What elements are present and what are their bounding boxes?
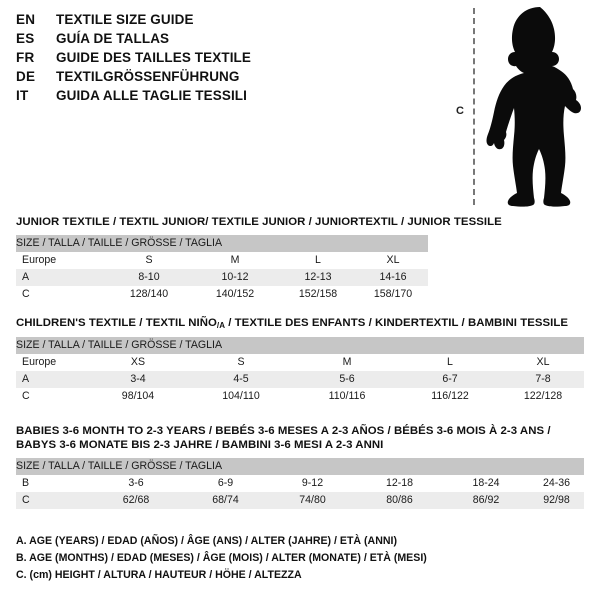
cell-value: 86/92: [443, 492, 529, 509]
cell-value: L: [398, 354, 502, 371]
cell-value: 7-8: [502, 371, 585, 388]
table-row: C 128/140 140/152 152/158 158/170: [16, 286, 429, 303]
legend-block: A. AGE (YEARS) / EDAD (AÑOS) / ÂGE (ANS)…: [16, 533, 576, 584]
table-row: C 98/104 104/110 110/116 116/122 122/128: [16, 388, 585, 405]
row-label: A: [16, 371, 90, 388]
legend-line-a: A. AGE (YEARS) / EDAD (AÑOS) / ÂGE (ANS)…: [16, 535, 397, 547]
section-title-childrens: CHILDREN'S TEXTILE / TEXTIL NIÑO/A / TEX…: [16, 316, 584, 331]
table-band-row: SIZE / TALLA / TAILLE / GRÖSSE / TAGLIA: [16, 235, 429, 252]
language-title: GUÍA DE TALLAS: [56, 31, 170, 46]
language-row: ES GUÍA DE TALLAS: [16, 31, 436, 50]
babies-size-table: SIZE / TALLA / TAILLE / GRÖSSE / TAGLIA …: [16, 458, 585, 509]
cell-value: 9-12: [269, 475, 356, 492]
cell-value: 74/80: [269, 492, 356, 509]
language-code: IT: [16, 88, 29, 103]
section-title-junior: JUNIOR TEXTILE / TEXTIL JUNIOR/ TEXTILE …: [16, 216, 502, 228]
cell-value: 14-16: [358, 269, 429, 286]
cell-value: 110/116: [296, 388, 398, 405]
section-title-babies-line2: BABYS 3-6 MONATE BIS 2-3 JAHRE / BAMBINI…: [16, 439, 384, 451]
cell-value: 98/104: [90, 388, 186, 405]
language-title: GUIDA ALLE TAGLIE TESSILI: [56, 88, 247, 103]
legend-line-b: B. AGE (MONTHS) / EDAD (MESES) / ÂGE (MO…: [16, 552, 427, 564]
cell-value: 104/110: [186, 388, 296, 405]
cell-value: 128/140: [106, 286, 192, 303]
cell-value: XL: [502, 354, 585, 371]
cell-value: 4-5: [186, 371, 296, 388]
cell-value: 18-24: [443, 475, 529, 492]
childrens-size-table: SIZE / TALLA / TAILLE / GRÖSSE / TAGLIA …: [16, 337, 585, 405]
table-band-row: SIZE / TALLA / TAILLE / GRÖSSE / TAGLIA: [16, 458, 585, 475]
cell-value: M: [296, 354, 398, 371]
height-dashed-line-icon: [473, 8, 475, 205]
table-band-label: SIZE / TALLA / TAILLE / GRÖSSE / TAGLIA: [16, 235, 429, 252]
cell-value: 12-13: [278, 269, 358, 286]
language-row: DE TEXTILGRÖSSENFÜHRUNG: [16, 69, 436, 88]
cell-value: L: [278, 252, 358, 269]
language-code: FR: [16, 50, 35, 65]
toddler-silhouette-icon: [485, 5, 595, 210]
cell-value: 152/158: [278, 286, 358, 303]
row-label: C: [16, 492, 90, 509]
language-title-block: EN TEXTILE SIZE GUIDE ES GUÍA DE TALLAS …: [16, 12, 436, 107]
cell-value: 158/170: [358, 286, 429, 303]
table-row: C 62/68 68/74 74/80 80/86 86/92 92/98: [16, 492, 585, 509]
cell-value: 6-9: [182, 475, 269, 492]
section-junior-textile: JUNIOR TEXTILE / TEXTIL JUNIOR/ TEXTILE …: [16, 215, 502, 303]
language-code: DE: [16, 69, 36, 84]
table-row: A 3-4 4-5 5-6 6-7 7-8: [16, 371, 585, 388]
table-band-label: SIZE / TALLA / TAILLE / GRÖSSE / TAGLIA: [16, 337, 585, 354]
height-figure: C: [440, 0, 600, 215]
table-band-row: SIZE / TALLA / TAILLE / GRÖSSE / TAGLIA: [16, 337, 585, 354]
row-label: C: [16, 286, 106, 303]
cell-value: 3-6: [90, 475, 182, 492]
language-row: IT GUIDA ALLE TAGLIE TESSILI: [16, 88, 436, 107]
language-title: TEXTILE SIZE GUIDE: [56, 12, 194, 27]
legend-line-c: C. (cm) HEIGHT / ALTURA / HAUTEUR / HÖHE…: [16, 569, 302, 581]
language-title: GUIDE DES TAILLES TEXTILE: [56, 50, 252, 65]
cell-value: 6-7: [398, 371, 502, 388]
section-babies-textile: BABIES 3-6 MONTH TO 2-3 YEARS / BEBÉS 3-…: [16, 424, 585, 509]
cell-value: 24-36: [529, 475, 585, 492]
cell-value: 116/122: [398, 388, 502, 405]
table-row: Europe S M L XL: [16, 252, 429, 269]
cell-value: 122/128: [502, 388, 585, 405]
cell-value: XL: [358, 252, 429, 269]
language-title: TEXTILGRÖSSENFÜHRUNG: [56, 69, 240, 84]
section-title-childrens-sub: /A: [216, 321, 226, 330]
cell-value: S: [186, 354, 296, 371]
cell-value: 12-18: [356, 475, 443, 492]
table-row: Europe XS S M L XL: [16, 354, 585, 371]
language-code: ES: [16, 31, 35, 46]
cell-value: 92/98: [529, 492, 585, 509]
junior-size-table: SIZE / TALLA / TAILLE / GRÖSSE / TAGLIA …: [16, 235, 429, 303]
cell-value: 3-4: [90, 371, 186, 388]
table-band-label: SIZE / TALLA / TAILLE / GRÖSSE / TAGLIA: [16, 458, 585, 475]
section-childrens-textile: CHILDREN'S TEXTILE / TEXTIL NIÑO/A / TEX…: [16, 316, 585, 405]
row-label: B: [16, 475, 90, 492]
cell-value: XS: [90, 354, 186, 371]
section-title-childrens-after: / TEXTILE DES ENFANTS / KINDERTEXTIL / B…: [225, 317, 569, 329]
table-row: B 3-6 6-9 9-12 12-18 18-24 24-36: [16, 475, 585, 492]
language-row: EN TEXTILE SIZE GUIDE: [16, 12, 436, 31]
section-title-childrens-before: CHILDREN'S TEXTILE / TEXTIL NIÑO: [16, 317, 217, 329]
row-label: Europe: [16, 252, 106, 269]
cell-value: S: [106, 252, 192, 269]
cell-value: 10-12: [192, 269, 278, 286]
cell-value: 5-6: [296, 371, 398, 388]
height-measure-label: C: [456, 105, 464, 117]
table-row: A 8-10 10-12 12-13 14-16: [16, 269, 429, 286]
row-label: C: [16, 388, 90, 405]
row-label: A: [16, 269, 106, 286]
cell-value: 68/74: [182, 492, 269, 509]
cell-value: 8-10: [106, 269, 192, 286]
cell-value: 140/152: [192, 286, 278, 303]
cell-value: 80/86: [356, 492, 443, 509]
language-code: EN: [16, 12, 36, 27]
cell-value: 62/68: [90, 492, 182, 509]
cell-value: M: [192, 252, 278, 269]
row-label: Europe: [16, 354, 90, 371]
language-row: FR GUIDE DES TAILLES TEXTILE: [16, 50, 436, 69]
section-title-babies-line1: BABIES 3-6 MONTH TO 2-3 YEARS / BEBÉS 3-…: [16, 425, 551, 437]
